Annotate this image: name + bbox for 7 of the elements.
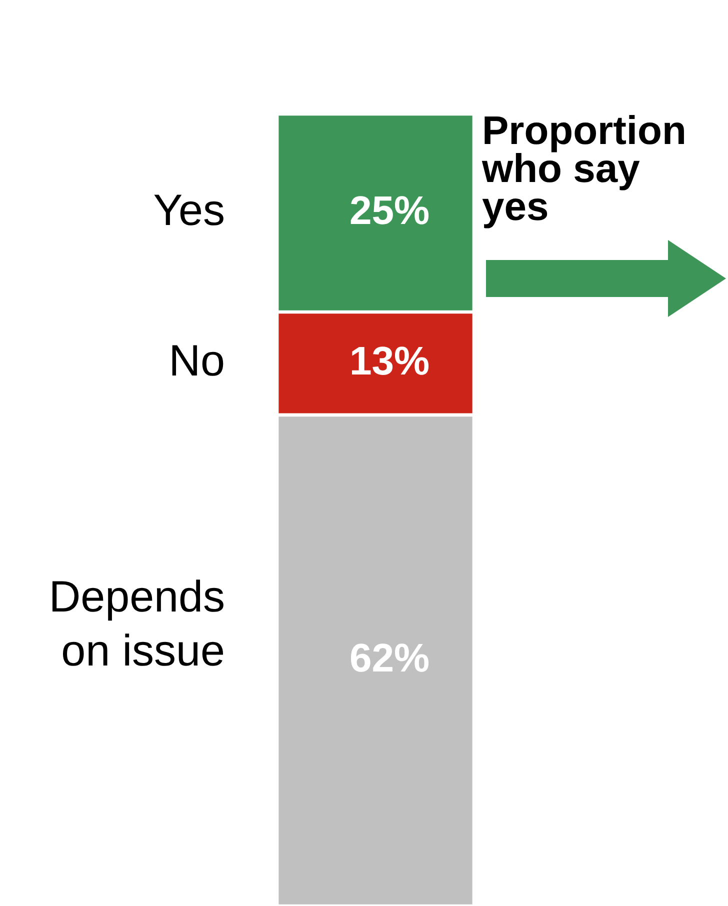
data-label: 62%: [349, 636, 430, 681]
data-label: 25%: [349, 189, 430, 234]
text: Proportion who say yes: [482, 109, 688, 229]
data-label: 13%: [349, 340, 430, 384]
series-label: Yes: [153, 186, 225, 236]
series-label: Depends on issue: [48, 572, 225, 676]
series-label: No: [168, 336, 225, 386]
